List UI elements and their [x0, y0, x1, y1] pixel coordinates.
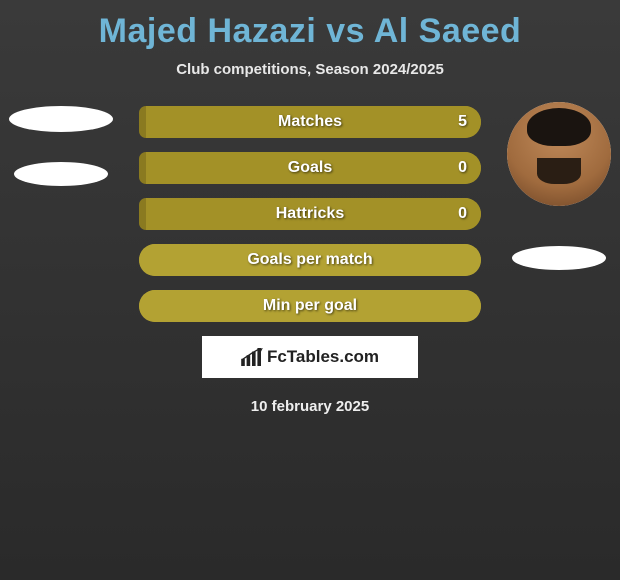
stat-bar: Goals 0	[139, 152, 481, 184]
stat-bar: Matches 5	[139, 106, 481, 138]
player-right-photo	[507, 102, 611, 206]
stat-bar: Hattricks 0	[139, 198, 481, 230]
stat-label: Matches	[278, 113, 342, 131]
player-right-club-logo-placeholder	[512, 246, 606, 270]
player-right-column	[504, 106, 614, 270]
stat-bar: Goals per match	[139, 244, 481, 276]
player-left-club-logo-placeholder	[14, 162, 108, 186]
stat-label: Goals	[288, 159, 332, 177]
stat-label: Goals per match	[247, 251, 372, 269]
player-left-photo-placeholder	[9, 106, 113, 132]
fctables-icon	[241, 348, 263, 366]
stat-right-value: 0	[458, 205, 467, 223]
stat-right-value: 0	[458, 159, 467, 177]
stat-bar-left-fill	[139, 152, 146, 184]
player-right-face-illustration	[507, 102, 611, 206]
stat-bar-left-fill	[139, 106, 146, 138]
page-subtitle: Club competitions, Season 2024/2025	[0, 61, 620, 78]
stat-bar-left-fill	[139, 198, 146, 230]
stat-bar: Min per goal	[139, 290, 481, 322]
fctables-label: FcTables.com	[267, 347, 379, 367]
stat-label: Min per goal	[263, 297, 357, 315]
stat-label: Hattricks	[276, 205, 344, 223]
date-label: 10 february 2025	[0, 398, 620, 415]
page-title: Majed Hazazi vs Al Saeed	[0, 0, 620, 51]
comparison-content: Matches 5 Goals 0 Hattricks 0 Goals per match M…	[0, 106, 620, 415]
player-left-column	[6, 106, 116, 186]
stat-bars: Matches 5 Goals 0 Hattricks 0 Goals per match M…	[139, 106, 481, 322]
fctables-watermark: FcTables.com	[202, 336, 418, 378]
stat-right-value: 5	[458, 113, 467, 131]
